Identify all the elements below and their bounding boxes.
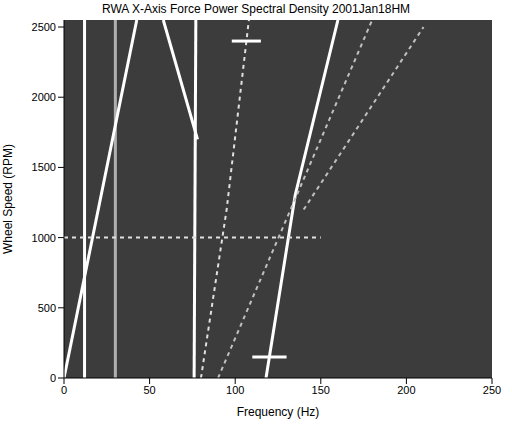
svg-text:2000: 2000	[32, 91, 56, 103]
svg-text:Wheel Speed (RPM): Wheel Speed (RPM)	[1, 144, 15, 254]
svg-text:0: 0	[50, 372, 56, 384]
svg-text:1500: 1500	[32, 161, 56, 173]
svg-text:500: 500	[38, 302, 56, 314]
svg-text:50: 50	[143, 384, 155, 396]
svg-text:Frequency (Hz): Frequency (Hz)	[237, 405, 320, 419]
svg-text:150: 150	[312, 384, 330, 396]
svg-text:2500: 2500	[32, 21, 56, 33]
svg-text:1000: 1000	[32, 232, 56, 244]
svg-text:100: 100	[226, 384, 244, 396]
svg-text:0: 0	[61, 384, 67, 396]
html-text:RWA X-Axis Force Power Spectra: RWA X-Axis Force Power Spectral Density …	[101, 2, 411, 16]
svg-text:200: 200	[397, 384, 415, 396]
svg-text:250: 250	[483, 384, 501, 396]
